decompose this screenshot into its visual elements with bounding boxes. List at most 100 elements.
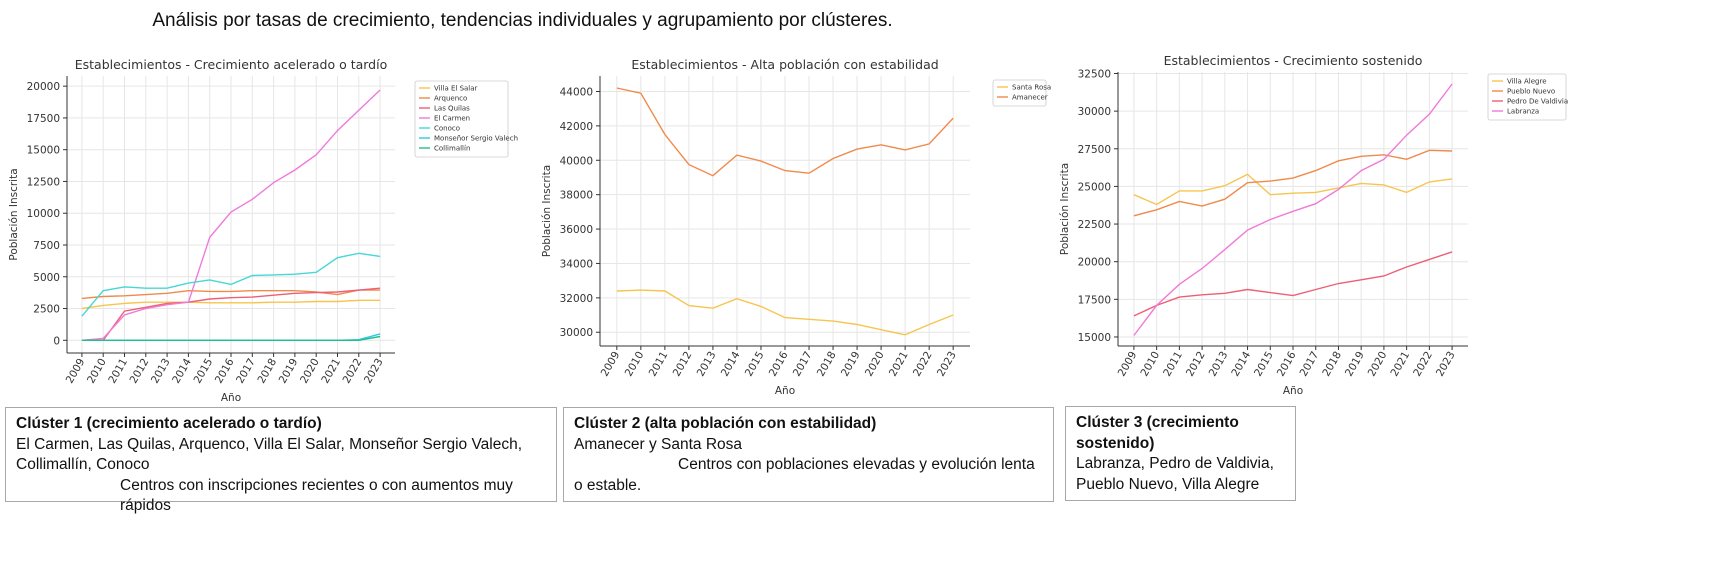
x-tick-label: 2013 <box>1207 350 1231 379</box>
y-tick-label: 17500 <box>1078 294 1111 306</box>
x-tick-label: 2009 <box>64 357 88 386</box>
series-line <box>81 287 381 341</box>
x-axis-label: Año <box>221 392 241 404</box>
x-axis-label: Año <box>775 385 795 397</box>
x-tick-label: 2018 <box>815 350 839 379</box>
y-tick-label: 42000 <box>560 121 593 133</box>
y-tick-label: 15000 <box>1078 332 1111 344</box>
legend-label: Collimallín <box>434 145 470 153</box>
cluster-3-box: Clúster 3 (crecimiento sostenido) Labran… <box>1065 406 1296 501</box>
x-tick-label: 2023 <box>362 357 386 386</box>
x-tick-label: 2023 <box>1434 350 1458 379</box>
x-tick-label: 2015 <box>1252 350 1276 379</box>
y-axis-label: Población Inscrita <box>8 168 20 260</box>
chart-crecimiento-acelerado-svg: 0 2500 5000 7500 10000 12500 15000 17500 20000 20… <box>8 57 518 404</box>
x-axis-label: Año <box>1283 385 1303 397</box>
series-line <box>81 252 381 317</box>
y-tick-label: 15000 <box>27 145 60 157</box>
y-axis-label: Población Inscrita <box>1059 163 1071 255</box>
y-tick-label: 44000 <box>560 86 593 98</box>
cluster-2-title: Clúster 2 (alta población con estabilida… <box>574 415 877 432</box>
legend-label: Arquenco <box>434 95 467 103</box>
series-line <box>81 335 381 341</box>
x-tick-label: 2011 <box>1161 350 1185 379</box>
legend-label: Villa El Salar <box>434 85 478 93</box>
cluster-2-description: Centros con poblaciones elevadas y evolu… <box>574 456 1035 494</box>
legend-label: Villa Alegre <box>1507 78 1547 86</box>
x-tick-label: 2016 <box>767 349 791 378</box>
y-tick-label: 10000 <box>27 208 60 220</box>
chart-title: Establecimientos - Crecimiento acelerado… <box>75 57 388 72</box>
x-tick-label: 2022 <box>341 357 365 386</box>
y-axis-label: Población Inscrita <box>541 165 553 257</box>
chart-crecimiento-sostenido: 15000 17500 20000 22500 25000 27500 30000 32500… <box>1059 48 1568 398</box>
page-title: Análisis por tasas de crecimiento, tende… <box>152 10 893 31</box>
cluster-2-box: Clúster 2 (alta población con estabilida… <box>563 407 1054 502</box>
series-line <box>616 289 954 336</box>
x-tick-label: 2022 <box>911 350 935 379</box>
y-tick-label: 38000 <box>560 190 593 202</box>
x-tick-label: 2011 <box>647 350 671 379</box>
x-tick-label: 2019 <box>839 350 863 379</box>
x-tick-label: 2022 <box>1411 350 1435 379</box>
x-tick-label: 2013 <box>149 357 173 386</box>
y-tick-label: 25000 <box>1078 181 1111 193</box>
x-tick-label: 2017 <box>791 350 815 379</box>
chart-alta-poblacion-svg: 30000 32000 34000 36000 38000 40000 42000 44000… <box>541 57 1051 397</box>
x-tick-label: 2016 <box>1275 349 1299 378</box>
x-tick-label: 2020 <box>298 357 322 386</box>
x-tick-label: 2009 <box>1116 350 1140 379</box>
y-tick-label: 32000 <box>560 293 593 305</box>
x-tick-label: 2017 <box>1298 350 1322 379</box>
x-tick-label: 2018 <box>255 357 279 386</box>
x-tick-label: 2020 <box>1366 350 1390 379</box>
x-tick-label: 2011 <box>106 357 130 386</box>
x-tick-label: 2023 <box>935 350 959 379</box>
y-tick-label: 40000 <box>560 155 593 167</box>
y-tick-label: 0 <box>53 335 60 347</box>
x-tick-label: 2014 <box>719 349 743 378</box>
series-line <box>1133 83 1453 336</box>
series-line <box>81 299 381 310</box>
chart-title: Establecimientos - Alta población con es… <box>631 57 938 72</box>
chart-crecimiento-sostenido-svg: 15000 17500 20000 22500 25000 27500 30000 32500… <box>1059 53 1568 397</box>
x-tick-label: 2010 <box>1138 350 1162 379</box>
legend-label: El Carmen <box>434 115 470 123</box>
series-line <box>81 289 381 300</box>
y-tick-label: 5000 <box>33 272 60 284</box>
series-line <box>81 89 381 341</box>
y-tick-label: 2500 <box>33 304 60 316</box>
x-tick-label: 2013 <box>695 350 719 379</box>
y-tick-label: 32500 <box>1078 69 1111 81</box>
series-line <box>1133 149 1453 217</box>
legend-label: Santa Rosa <box>1012 84 1051 92</box>
legend-label: Conoco <box>434 125 460 133</box>
cluster-1-members: El Carmen, Las Quilas, Arquenco, Villa E… <box>16 435 523 474</box>
x-tick-label: 2017 <box>234 357 258 386</box>
cluster-2-members: Amanecer y Santa Rosa <box>574 435 743 453</box>
y-tick-label: 7500 <box>33 240 60 252</box>
series-line <box>616 87 954 177</box>
x-tick-label: 2014 <box>1229 349 1253 378</box>
x-tick-label: 2021 <box>887 350 911 379</box>
cluster-3-title: Clúster 3 (crecimiento sostenido) <box>1076 414 1239 452</box>
x-tick-label: 2010 <box>85 357 109 386</box>
x-tick-label: 2021 <box>1388 350 1412 379</box>
x-tick-label: 2019 <box>1343 350 1367 379</box>
x-tick-label: 2016 <box>213 356 237 385</box>
legend-label: Monseñor Sergio Valech <box>434 135 518 143</box>
x-tick-label: 2012 <box>671 350 695 379</box>
x-tick-label: 2019 <box>277 357 301 386</box>
y-tick-label: 20000 <box>1078 257 1111 269</box>
x-tick-label: 2012 <box>128 357 152 386</box>
legend-box <box>414 80 509 158</box>
x-tick-label: 2020 <box>863 350 887 379</box>
x-tick-label: 2010 <box>623 350 647 379</box>
chart-alta-poblacion: 30000 32000 34000 36000 38000 40000 42000 44000… <box>541 52 1055 402</box>
y-tick-label: 17500 <box>27 113 60 125</box>
cluster-1-box: Clúster 1 (crecimiento acelerado o tardí… <box>5 407 557 514</box>
series-line <box>1133 251 1453 317</box>
y-tick-label: 30000 <box>1078 106 1111 118</box>
x-tick-label: 2012 <box>1184 350 1208 379</box>
legend-box <box>1487 73 1567 121</box>
